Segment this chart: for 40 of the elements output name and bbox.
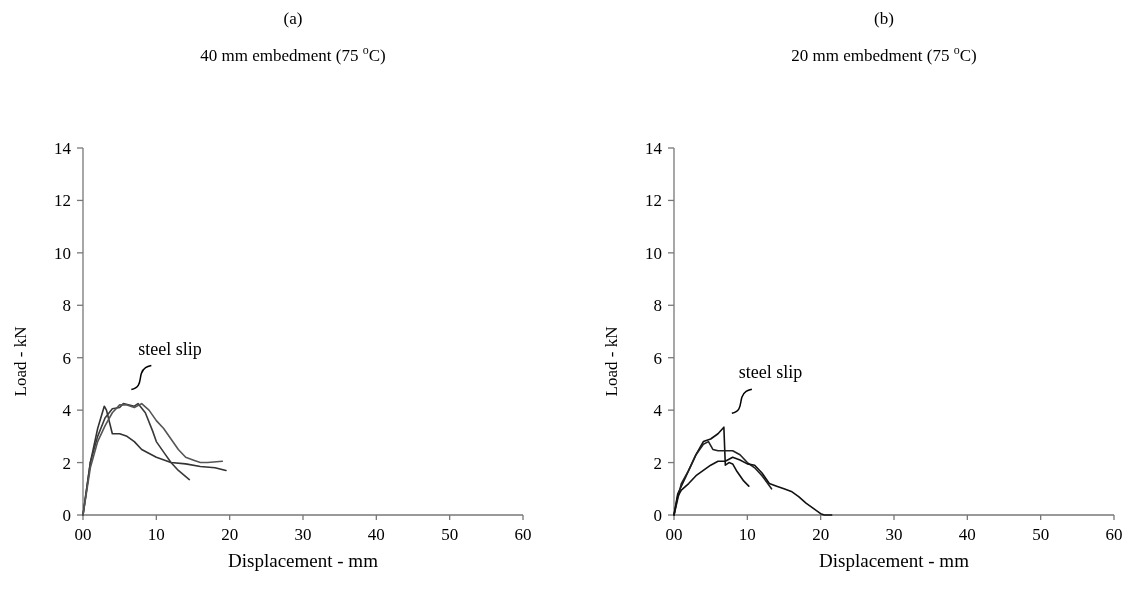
x-tick-label: 50 [1032,525,1050,544]
y-tick-label: 12 [54,191,71,211]
y-tick-label: 4 [653,401,663,421]
x-tick-label: 40 [367,525,385,544]
y-tick-label: 2 [653,453,662,473]
x-tick-label: 60 [514,525,532,544]
x-tick-label: 10 [147,525,165,544]
y-tick-label: 4 [62,401,72,421]
y-tick-label: 0 [62,506,71,525]
x-tick-label: 60 [1105,525,1123,544]
y-tick-label: 6 [62,348,71,368]
y-tick-label: 8 [653,296,662,316]
y-tick-label: 8 [62,296,71,316]
x-tick-label: 30 [294,525,312,544]
y-tick-label: 14 [54,139,72,158]
chart-subtitle: 40 mm embedment (75 $^{o}$C) [200,43,386,65]
y-tick-label: 0 [653,506,662,525]
x-tick-label: 00 [665,525,683,544]
y-tick-label: 6 [653,348,662,368]
y-tick-label: 14 [645,139,663,158]
y-tick-label: 10 [645,243,662,263]
y-tick-label: 2 [62,453,71,473]
x-tick-label: 30 [885,525,903,544]
y-axis-title: Load - kN [602,326,621,397]
chart-subtitle: 20 mm embedment (75 $^{o}$C) [791,43,977,65]
x-tick-label: 00 [74,525,92,544]
x-tick-label: 50 [441,525,459,544]
x-tick-label: 20 [221,525,239,544]
annotation: steel slip [738,362,803,383]
y-tick-label: 10 [54,243,71,263]
x-axis-title: Displacement - mm [228,550,379,571]
x-tick-label: 10 [738,525,756,544]
x-axis-title: Displacement - mm [819,550,970,571]
y-axis-title: Load - kN [11,326,30,397]
chart-title: (b) [874,9,894,28]
y-tick-label: 12 [645,191,662,211]
x-tick-label: 40 [958,525,976,544]
x-tick-label: 20 [812,525,830,544]
chart-title: (a) [283,9,303,28]
annotation: steel slip [138,338,202,359]
